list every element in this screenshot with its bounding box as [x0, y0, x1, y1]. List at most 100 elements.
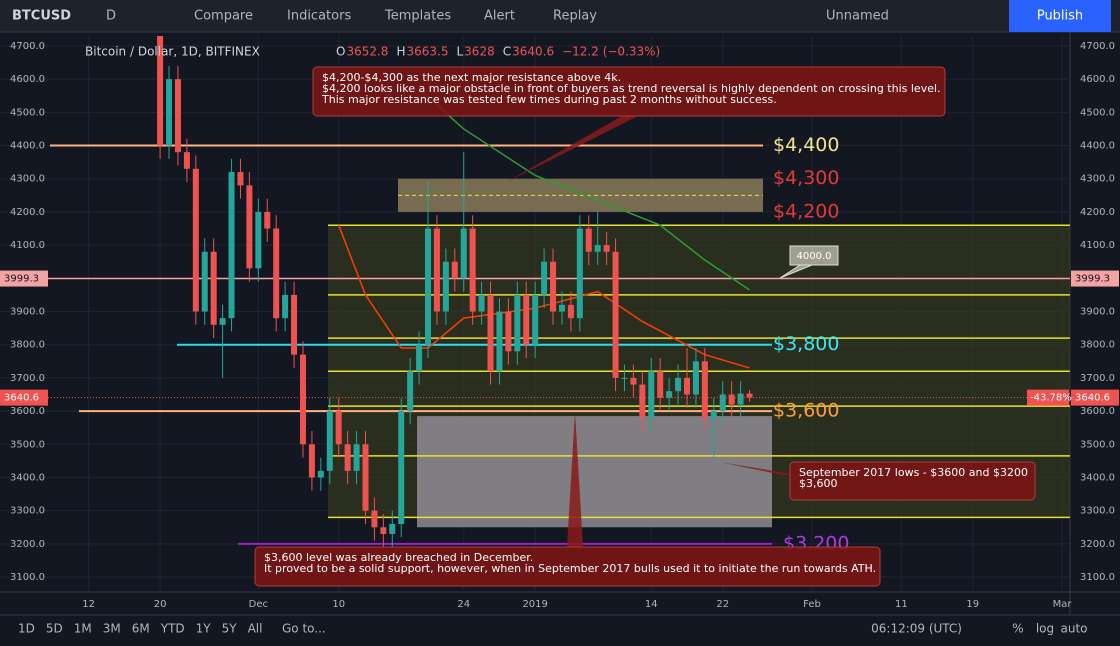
candle-body: [380, 527, 387, 534]
publish-button[interactable]: [1009, 0, 1111, 32]
range-button[interactable]: 5D: [46, 622, 63, 636]
price-label: $4,300: [773, 167, 839, 189]
candle-body: [541, 261, 548, 295]
price-label: $3,600: [773, 400, 839, 422]
callout-text: $3,600: [799, 477, 838, 490]
y-tick-label: 3800.0: [10, 340, 45, 351]
range-button[interactable]: 1Y: [196, 622, 212, 636]
y-tick-label: 4300.0: [1080, 174, 1115, 185]
candle-body: [344, 444, 351, 471]
candle-body: [192, 168, 199, 312]
y-tick-label: 3700.0: [1080, 373, 1115, 384]
candle-body: [255, 211, 262, 269]
y-tick-label: 3200.0: [10, 539, 45, 550]
callout-text: This major resistance was tested few tim…: [321, 93, 777, 106]
goto[interactable]: Go to...: [282, 622, 326, 636]
last-price-label: 3640.6: [1075, 393, 1110, 404]
y-tick-label: 4600.0: [1080, 74, 1115, 85]
candle-body: [407, 371, 414, 412]
candle-body: [398, 411, 405, 524]
candle-body: [166, 79, 173, 146]
legend-key: C: [503, 45, 511, 59]
candle-body: [201, 251, 208, 312]
last-price-label: 3640.6: [4, 393, 39, 404]
candle-body: [585, 228, 592, 252]
scale-option[interactable]: auto: [1060, 622, 1087, 636]
y-tick-label: 3900.0: [10, 307, 45, 318]
callout-text: $4,200-$4,300 as the next major resistan…: [322, 71, 621, 84]
y-tick-label: 3500.0: [10, 439, 45, 450]
callout-pointer: [567, 412, 583, 547]
legend-key: H: [396, 45, 405, 59]
candle-body: [639, 384, 646, 418]
range-button[interactable]: 6M: [132, 622, 150, 636]
candle-body: [737, 393, 744, 405]
callout-text: $4,200 looks like a major obstacle in fr…: [322, 82, 941, 95]
range-button[interactable]: 5Y: [222, 622, 238, 636]
range-button[interactable]: 1M: [74, 622, 92, 636]
price-marker: [1071, 270, 1119, 287]
callout-box: [789, 461, 1036, 501]
publish-label[interactable]: Publish: [1037, 9, 1083, 24]
candle-body: [371, 510, 378, 528]
toolbar-item[interactable]: Templates: [384, 9, 451, 24]
candle-body: [174, 79, 181, 153]
toolbar: [0, 0, 1120, 32]
toolbar-item[interactable]: Compare: [194, 9, 253, 24]
candle-body: [603, 245, 610, 252]
symbol[interactable]: BTCUSD: [12, 9, 71, 24]
candle-body: [460, 228, 467, 279]
candle-body: [308, 444, 315, 478]
y-tick-label: 4700.0: [10, 41, 45, 52]
candle-body: [326, 411, 333, 471]
candle-body: [728, 394, 735, 405]
y-tick-label: 3200.0: [1080, 539, 1115, 550]
interval[interactable]: D: [106, 9, 116, 24]
x-tick-label: 19: [966, 599, 979, 610]
moving-average: [418, 88, 750, 291]
toolbar-item[interactable]: Alert: [484, 9, 515, 24]
scale-option[interactable]: log: [1036, 622, 1054, 636]
range-button[interactable]: YTD: [160, 622, 185, 636]
candle-body: [299, 354, 306, 445]
y-tick-label: 3600.0: [10, 406, 45, 417]
layout-name[interactable]: Unnamed: [826, 9, 889, 24]
last-price-marker: [1071, 389, 1119, 406]
callout-text: September 2017 lows - $3600 and $3200: [799, 466, 1028, 479]
x-tick-label: 12: [82, 599, 95, 610]
candle-body: [612, 251, 619, 378]
range-button[interactable]: 1D: [18, 622, 35, 636]
legend-value: 3628: [464, 45, 495, 59]
callout-pointer: [720, 462, 798, 475]
range-button[interactable]: All: [248, 622, 263, 636]
candle-body: [451, 261, 458, 279]
x-tick-label: 24: [457, 599, 470, 610]
candle-body: [389, 523, 396, 534]
price-marker-label: 3999.3: [1075, 274, 1110, 285]
candle-body: [478, 294, 485, 312]
x-tick-label: Dec: [249, 599, 268, 610]
candle-body: [701, 361, 708, 418]
y-tick-label: 4500.0: [1080, 107, 1115, 118]
scale-option[interactable]: %: [1012, 622, 1023, 636]
candle-body: [648, 371, 655, 418]
y-tick-label: 3600.0: [1080, 406, 1115, 417]
y-tick-label: 4600.0: [10, 74, 45, 85]
candle-body: [666, 391, 673, 398]
x-tick-label: Feb: [803, 599, 821, 610]
clock: 06:12:09 (UTC): [871, 622, 962, 636]
candle-body: [210, 251, 217, 325]
toolbar-item[interactable]: Indicators: [287, 9, 351, 24]
legend-change: −12.2 (−0.33%): [562, 45, 660, 59]
candle-body: [496, 311, 503, 372]
legend-key: L: [456, 45, 463, 59]
candle-body: [692, 361, 699, 395]
price-label: $4,200: [773, 200, 839, 222]
change-label: -43.78%: [1030, 393, 1072, 404]
candle-body: [657, 371, 664, 398]
range-button[interactable]: 3M: [103, 622, 121, 636]
toolbar-item[interactable]: Replay: [553, 9, 597, 24]
y-tick-label: 4200.0: [1080, 207, 1115, 218]
candle-body: [282, 294, 289, 319]
